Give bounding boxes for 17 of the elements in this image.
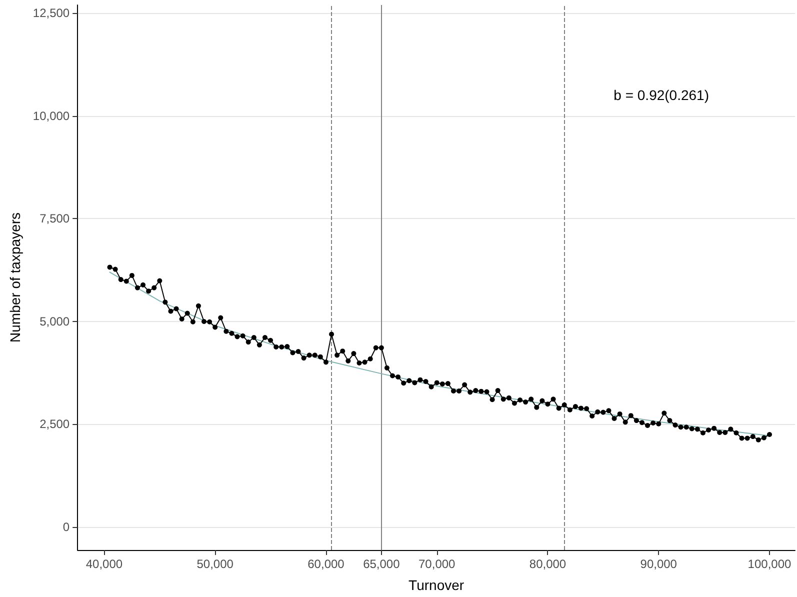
y-tick-label: 7,500 — [40, 212, 70, 226]
x-tick-label: 50,000 — [196, 557, 234, 571]
x-tick-label: 100,000 — [748, 557, 792, 571]
x-axis-title: Turnover — [408, 577, 464, 593]
y-tick-label: 5,000 — [40, 314, 70, 328]
x-tick-label: 70,000 — [418, 557, 456, 571]
y-tick-label: 0 — [62, 520, 70, 534]
x-tick-label: 60,000 — [308, 557, 345, 571]
y-tick-label: 12,500 — [32, 6, 70, 20]
x-tick-label: 90,000 — [640, 557, 678, 571]
annotation: b = 0.92(0.261) — [614, 87, 710, 103]
y-tick-label: 10,000 — [32, 108, 70, 123]
x-tick-label: 65,000 — [363, 557, 400, 571]
x-tick-label: 80,000 — [529, 557, 566, 571]
y-axis-title: Number of taxpayers — [7, 212, 23, 342]
y-tick-label: 2,500 — [40, 417, 70, 432]
x-tick-label: 40,000 — [86, 557, 123, 571]
